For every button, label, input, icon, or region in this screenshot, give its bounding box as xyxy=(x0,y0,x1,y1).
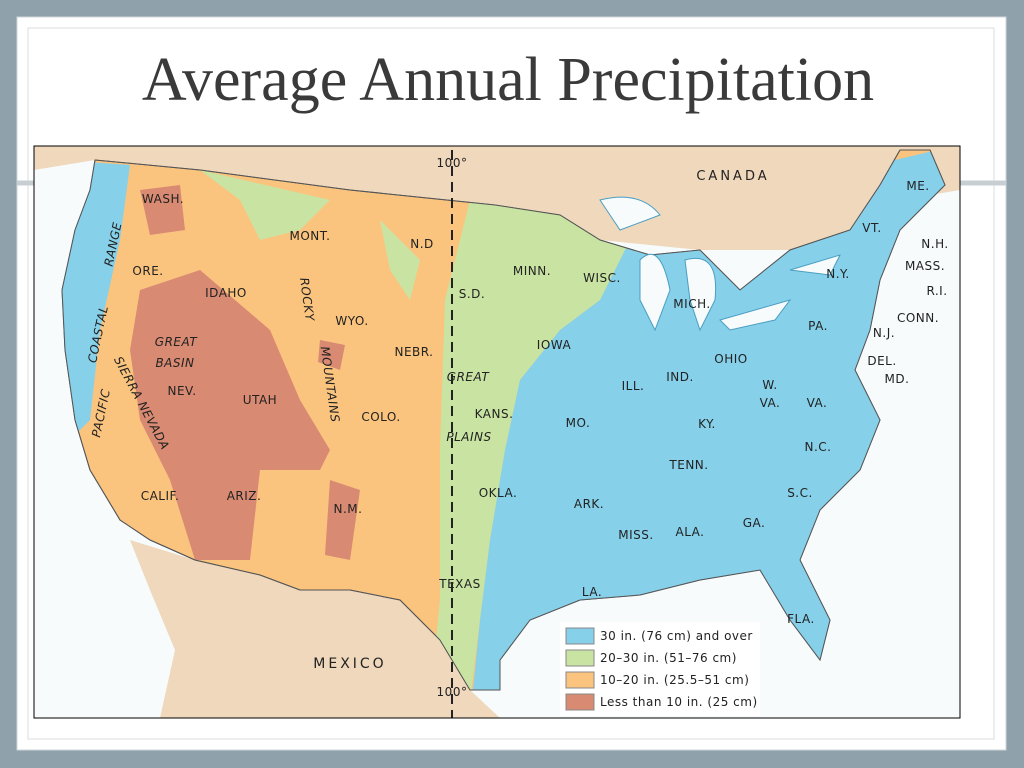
map-label: WISC. xyxy=(583,271,621,285)
map-border xyxy=(33,145,961,719)
mexico xyxy=(130,540,500,718)
map-label: TEXAS xyxy=(438,577,480,591)
map-label: VA. xyxy=(807,396,828,410)
map-label: MASS. xyxy=(905,259,945,273)
zone-brown xyxy=(130,270,330,560)
map-label: N.C. xyxy=(805,440,832,454)
map-label: VA. xyxy=(760,396,781,410)
map-label: UTAH xyxy=(243,393,277,407)
map-label: CALIF. xyxy=(141,489,180,503)
map-label: ARK. xyxy=(574,497,604,511)
map-label: CONN. xyxy=(897,311,939,325)
map-label: R.I. xyxy=(926,284,947,298)
map xyxy=(34,146,960,718)
legend-swatch xyxy=(565,649,595,667)
map-label: N.D xyxy=(410,237,434,251)
map-label: N.J. xyxy=(873,326,895,340)
map-label: BASIN xyxy=(155,356,194,370)
map-label: VT. xyxy=(862,221,881,235)
map-label: MONT. xyxy=(290,229,331,243)
map-label: MO. xyxy=(566,416,591,430)
map-label: N.M. xyxy=(334,502,363,516)
map-label: NEV. xyxy=(167,384,196,398)
map-label: OHIO xyxy=(714,352,747,366)
map-label: MINN. xyxy=(513,264,551,278)
legend-swatch xyxy=(565,627,595,645)
zone-green-west xyxy=(200,170,420,300)
map-label: NEBR. xyxy=(394,345,433,359)
map-label: IND. xyxy=(666,370,694,384)
map-label: WYO. xyxy=(335,314,368,328)
great-lakes xyxy=(599,196,841,332)
map-label: MD. xyxy=(885,372,910,386)
map-label: IOWA xyxy=(537,338,572,352)
zone-brown-small xyxy=(140,185,360,560)
map-label: FLA. xyxy=(787,612,815,626)
map-label: OKLA. xyxy=(479,486,518,500)
map-label: 100° xyxy=(437,685,468,699)
map-label: S.C. xyxy=(787,486,813,500)
map-label: GREAT xyxy=(447,370,491,384)
legend-label: 30 in. (76 cm) and over xyxy=(600,629,753,643)
map-label: GA. xyxy=(743,516,766,530)
map-label: CANADA xyxy=(696,169,769,184)
map-label: ARIZ. xyxy=(227,489,262,503)
map-label: MICH. xyxy=(673,297,710,311)
map-label: ILL. xyxy=(622,379,645,393)
map-label: N.Y. xyxy=(826,267,850,281)
map-label: S.D. xyxy=(459,287,486,301)
map-label: DEL. xyxy=(867,354,896,368)
zone-green xyxy=(430,190,640,690)
map-label: ME. xyxy=(906,179,929,193)
slide-inner-border xyxy=(27,27,995,740)
map-label: ALA. xyxy=(676,525,705,539)
map-label: ROCKY xyxy=(297,277,317,324)
map-label: ORE. xyxy=(132,264,163,278)
map-label: 100° xyxy=(437,156,468,170)
legend-swatch xyxy=(565,693,595,711)
map-label: TENN. xyxy=(668,458,708,472)
canada xyxy=(34,146,960,250)
legend-label: 20–30 in. (51–76 cm) xyxy=(600,651,737,665)
legend-label: 10–20 in. (25.5–51 cm) xyxy=(600,673,749,687)
map-label: IDAHO xyxy=(205,286,247,300)
map-label: GREAT xyxy=(155,335,199,349)
legend-label: Less than 10 in. (25 cm) xyxy=(600,695,758,709)
map-label: COLO. xyxy=(361,410,400,424)
slide-title: Average Annual Precipitation xyxy=(142,46,874,114)
map-label: WASH. xyxy=(142,192,184,206)
map-label: W. xyxy=(762,378,777,392)
map-label: MISS. xyxy=(618,528,653,542)
map-label: KANS. xyxy=(475,407,514,421)
map-label: LA. xyxy=(582,585,602,599)
map-label: PLAINS xyxy=(446,430,491,444)
legend-swatch xyxy=(565,671,595,689)
map-label: KY. xyxy=(698,417,716,431)
map-label: MEXICO xyxy=(313,656,386,672)
map-label: PA. xyxy=(808,319,828,333)
map-label: N.H. xyxy=(921,237,948,251)
legend-entries: 30 in. (76 cm) and over 20–30 in. (51–76 … xyxy=(565,627,758,711)
